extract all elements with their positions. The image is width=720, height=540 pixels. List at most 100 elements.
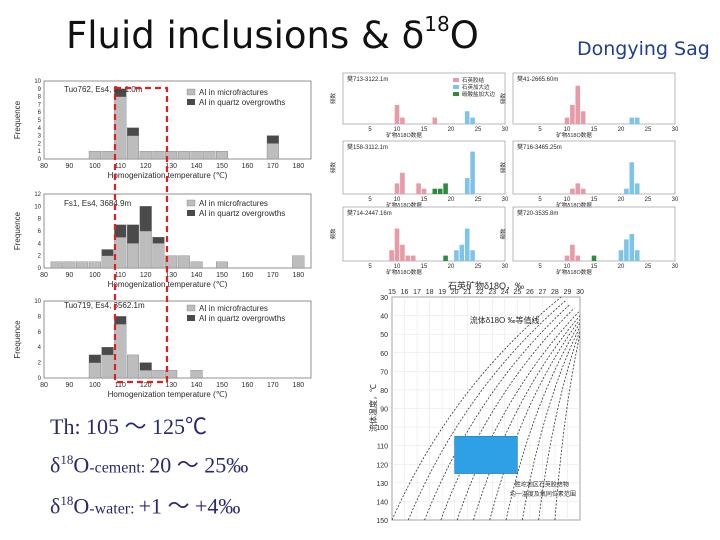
hist-bar bbox=[139, 151, 152, 160]
isotope-bar bbox=[400, 172, 405, 194]
y-tick-label: 130 bbox=[376, 481, 388, 488]
hist-bar bbox=[101, 255, 114, 269]
x-axis-label: Homogenization temperature (℃) bbox=[108, 171, 228, 180]
hist-frame-3 bbox=[43, 300, 312, 379]
shengtuo-range-box bbox=[454, 436, 518, 474]
hist-bar bbox=[152, 370, 165, 379]
hist-bar bbox=[101, 347, 114, 356]
x-tick-label: 100 bbox=[89, 272, 101, 279]
isotope-bar bbox=[394, 104, 400, 124]
x-tick-label: 160 bbox=[242, 272, 254, 279]
hist-frame-2 bbox=[43, 193, 312, 269]
isotope-bar bbox=[634, 183, 640, 194]
y-tick-label: 50 bbox=[380, 332, 388, 339]
y-tick-label: 120 bbox=[376, 462, 388, 469]
hist-title: Tuo719, Es4, 3562.1m bbox=[64, 301, 145, 310]
isotope-bar bbox=[580, 188, 586, 194]
isotope-bar bbox=[405, 255, 411, 261]
x-tick-label: 5 bbox=[538, 197, 542, 203]
isotope-frame-4 bbox=[512, 140, 676, 195]
hist-bar bbox=[101, 249, 114, 256]
page-title: Fluid inclusions & δ18O bbox=[66, 11, 479, 57]
range-annotation: 胜坨地区石英胶结物 bbox=[515, 481, 569, 489]
y-tick-label: 4 bbox=[38, 345, 42, 351]
y-tick-label: 8 bbox=[38, 314, 42, 320]
isoline bbox=[489, 319, 581, 521]
x-tick-label: 5 bbox=[368, 197, 372, 203]
x-tick-label: 15 bbox=[591, 127, 598, 133]
x-tick-label: 180 bbox=[292, 272, 304, 279]
isoline bbox=[407, 300, 566, 521]
x-tick-label: 10 bbox=[564, 264, 571, 270]
isotope-bar bbox=[629, 117, 635, 124]
legend-label-quartz: AI in quartz overgrowths bbox=[199, 209, 285, 218]
legend-label-micro: AI in microfractures bbox=[199, 199, 268, 208]
hist-bar bbox=[88, 362, 101, 379]
isoline bbox=[554, 334, 581, 521]
isotope-bar bbox=[618, 250, 624, 261]
hist-title: Tuo762, Es4, 3...1.0m bbox=[64, 85, 143, 94]
x-tick-label: 27 bbox=[539, 289, 547, 296]
isotope-bar bbox=[454, 250, 459, 261]
hist-bar bbox=[114, 323, 127, 379]
hist-bar bbox=[165, 370, 178, 379]
y-tick-label: 60 bbox=[380, 351, 388, 358]
x-tick-label: 26 bbox=[526, 289, 534, 296]
hist-bar bbox=[139, 362, 152, 371]
isotope-bar bbox=[634, 250, 640, 261]
legend-swatch-micro bbox=[186, 88, 196, 96]
y-tick-label: 70 bbox=[380, 369, 388, 376]
isotope-bar bbox=[464, 178, 470, 194]
hist-bar bbox=[266, 135, 279, 144]
isotope-bar bbox=[580, 111, 586, 124]
x-tick-label: 15 bbox=[591, 264, 598, 270]
isotope-bar bbox=[394, 228, 400, 261]
x-tick-label: 17 bbox=[413, 289, 421, 296]
legend-swatch-micro bbox=[186, 199, 196, 207]
x-tick-label: 25 bbox=[475, 197, 482, 203]
hist-bar bbox=[114, 96, 127, 160]
isotope-bar bbox=[564, 255, 570, 261]
hist-bar bbox=[88, 354, 101, 363]
y-tick-label: 10 bbox=[34, 299, 41, 305]
isotope-bar bbox=[570, 104, 575, 124]
isotope-bar bbox=[464, 228, 470, 261]
isotope-bar bbox=[624, 188, 629, 194]
hist-bar bbox=[266, 143, 279, 160]
isotope-frame-2 bbox=[512, 72, 676, 125]
y-tick-label: 80 bbox=[380, 388, 388, 395]
hist-bar bbox=[114, 237, 127, 269]
x-tick-label: 25 bbox=[475, 127, 482, 133]
x-tick-label: 20 bbox=[451, 289, 459, 296]
x-tick-label: 130 bbox=[165, 382, 177, 389]
hist-bar bbox=[127, 135, 139, 160]
x-tick-label: 90 bbox=[66, 382, 74, 389]
x-tick-label: 30 bbox=[502, 264, 509, 270]
legend-label: 石英胶结 bbox=[462, 76, 485, 84]
isoline bbox=[505, 322, 581, 521]
hist-bar bbox=[101, 151, 114, 160]
isotope-bar bbox=[591, 255, 597, 261]
x-tick-label: 30 bbox=[576, 289, 584, 296]
isotope-bar bbox=[437, 188, 443, 194]
x-axis-label: 矿物δ18O数据 bbox=[386, 268, 422, 276]
y-tick-label: 10 bbox=[34, 79, 41, 85]
isotope-bar bbox=[443, 183, 448, 194]
y-axis-label: Frequence bbox=[13, 100, 22, 139]
isotope-bar bbox=[400, 244, 405, 261]
x-axis-label: 矿物δ18O数据 bbox=[556, 201, 592, 209]
x-tick-label: 120 bbox=[140, 382, 152, 389]
x-tick-label: 30 bbox=[672, 264, 679, 270]
isotope-bar bbox=[575, 183, 581, 194]
hist-title: Fs1, Es4, 3684.9m bbox=[64, 199, 131, 208]
x-tick-label: 140 bbox=[191, 163, 203, 170]
isoline bbox=[424, 304, 571, 521]
x-axis-label: Homogenization temperature (℃) bbox=[108, 280, 228, 289]
isotope-bar bbox=[629, 162, 635, 194]
x-tick-label: 170 bbox=[267, 272, 279, 279]
x-tick-label: 100 bbox=[89, 163, 101, 170]
y-axis-label: 频数 bbox=[329, 162, 337, 174]
x-tick-label: 140 bbox=[191, 382, 203, 389]
legend-label-micro: AI in microfractures bbox=[199, 304, 268, 313]
